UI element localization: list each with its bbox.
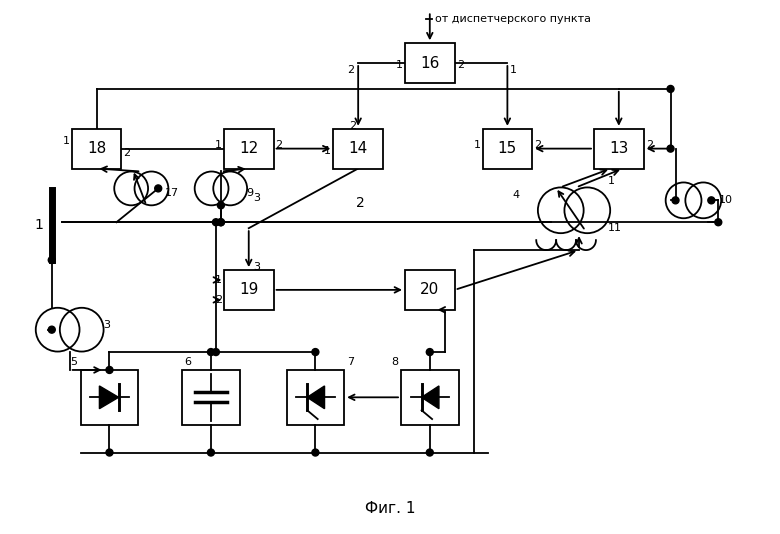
- Text: 1: 1: [215, 139, 222, 150]
- Polygon shape: [421, 386, 439, 409]
- Text: 2: 2: [456, 60, 464, 70]
- Circle shape: [212, 219, 219, 226]
- Bar: [72, 129, 122, 169]
- Bar: [80, 370, 138, 425]
- Text: 18: 18: [87, 141, 106, 156]
- Text: 9: 9: [246, 189, 254, 199]
- Text: 2: 2: [349, 121, 356, 131]
- Bar: [224, 129, 274, 169]
- Bar: [333, 129, 383, 169]
- Text: 7: 7: [347, 357, 354, 367]
- Text: 11: 11: [608, 223, 622, 233]
- Text: 1: 1: [608, 176, 615, 186]
- Circle shape: [106, 449, 113, 456]
- Text: 1: 1: [215, 275, 222, 285]
- Text: 16: 16: [420, 56, 439, 70]
- Circle shape: [714, 219, 722, 226]
- Text: 15: 15: [498, 141, 517, 156]
- Text: 19: 19: [239, 282, 258, 297]
- Bar: [405, 43, 455, 83]
- Text: 2: 2: [356, 197, 364, 210]
- Text: 1: 1: [35, 218, 44, 232]
- Circle shape: [667, 145, 674, 152]
- Text: 13: 13: [609, 141, 629, 156]
- Circle shape: [154, 185, 161, 192]
- Circle shape: [48, 256, 55, 263]
- Circle shape: [427, 349, 433, 356]
- Text: Фиг. 1: Фиг. 1: [365, 501, 415, 516]
- Text: 5: 5: [71, 357, 78, 367]
- Text: 2: 2: [347, 65, 354, 75]
- Text: 2: 2: [275, 139, 282, 150]
- Text: 20: 20: [420, 282, 439, 297]
- Text: 4: 4: [512, 191, 519, 200]
- Polygon shape: [307, 386, 324, 409]
- Text: 3: 3: [253, 193, 260, 203]
- Text: 2: 2: [534, 139, 541, 150]
- Bar: [483, 129, 532, 169]
- Text: 2: 2: [646, 139, 653, 150]
- Circle shape: [672, 197, 679, 204]
- Circle shape: [106, 366, 113, 373]
- Text: 12: 12: [239, 141, 258, 156]
- Circle shape: [218, 219, 225, 226]
- Bar: [286, 370, 344, 425]
- Text: 8: 8: [391, 357, 398, 367]
- Text: 14: 14: [349, 141, 368, 156]
- Bar: [224, 270, 274, 310]
- Text: 1: 1: [396, 60, 403, 70]
- Bar: [182, 370, 239, 425]
- Text: 1: 1: [509, 65, 516, 75]
- Circle shape: [212, 349, 219, 356]
- Polygon shape: [99, 386, 119, 409]
- Text: 1: 1: [473, 139, 480, 150]
- Bar: [594, 129, 644, 169]
- Text: 17: 17: [165, 189, 179, 199]
- Text: 2: 2: [215, 295, 222, 305]
- Text: 3: 3: [104, 320, 111, 329]
- Text: от диспетчерского пункта: от диспетчерского пункта: [434, 14, 590, 24]
- Circle shape: [312, 349, 319, 356]
- Bar: [401, 370, 459, 425]
- Circle shape: [207, 349, 215, 356]
- Text: 1: 1: [324, 146, 331, 155]
- Circle shape: [48, 326, 55, 333]
- Text: 10: 10: [719, 195, 733, 206]
- Circle shape: [218, 202, 225, 209]
- Circle shape: [707, 197, 714, 204]
- Circle shape: [312, 449, 319, 456]
- Text: 3: 3: [253, 262, 260, 272]
- Text: 1: 1: [62, 136, 69, 146]
- Bar: [405, 270, 455, 310]
- Circle shape: [667, 85, 674, 92]
- Circle shape: [218, 219, 225, 226]
- Circle shape: [427, 449, 433, 456]
- Text: 2: 2: [123, 147, 130, 158]
- Circle shape: [207, 449, 215, 456]
- Text: 6: 6: [184, 357, 191, 367]
